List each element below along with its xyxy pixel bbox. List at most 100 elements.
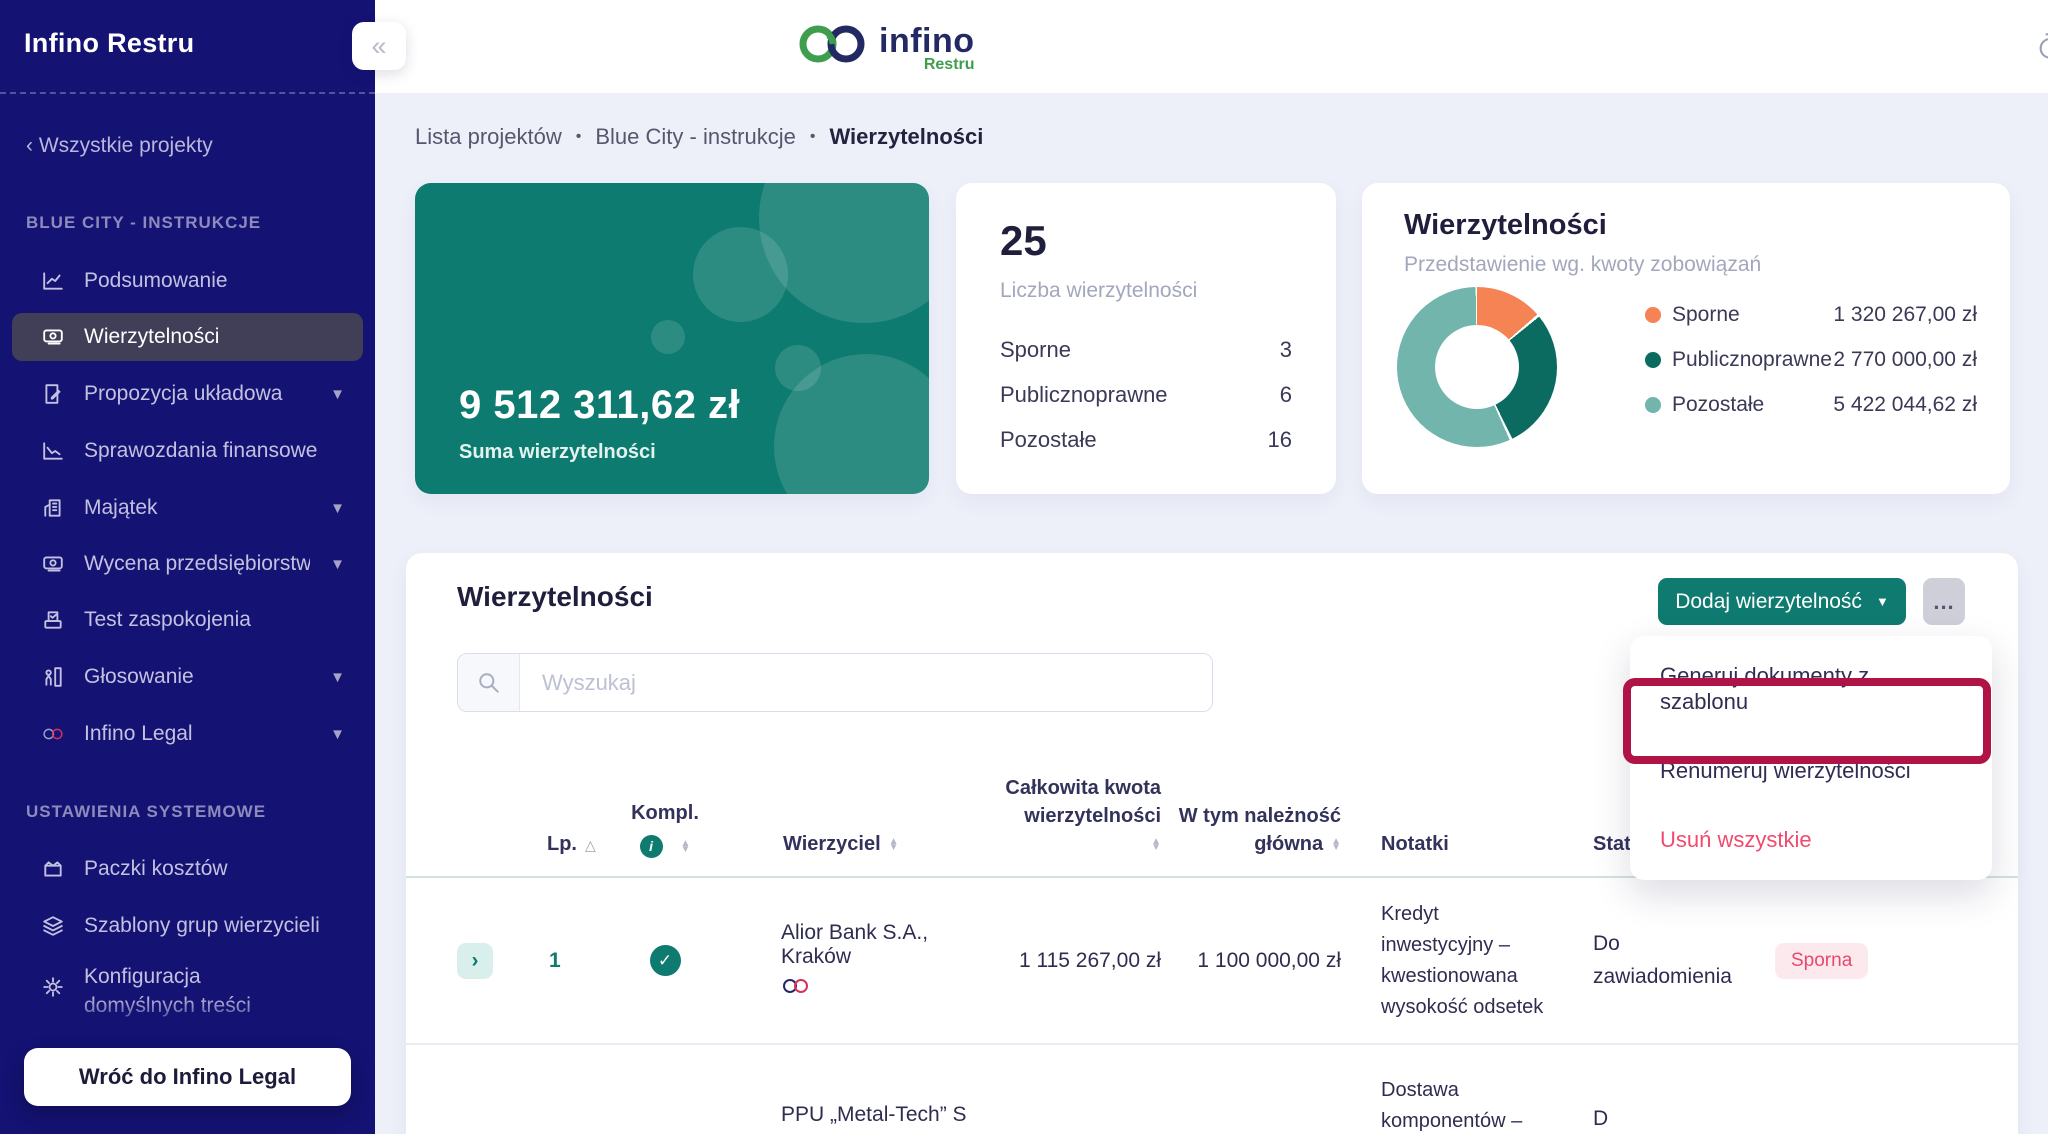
chevron-down-icon: ▼ bbox=[330, 668, 345, 686]
count-row-publicznoprawne: Publicznoprawne 6 bbox=[1000, 381, 1292, 407]
sidebar-item-szablony-grup[interactable]: Szablony grup wierzycieli bbox=[12, 902, 363, 950]
count-row-sporne: Sporne 3 bbox=[1000, 336, 1292, 362]
col-kompl[interactable]: Kompl. i ▲ ▼ bbox=[609, 799, 721, 858]
chart-down-icon bbox=[42, 440, 64, 462]
sidebar-item-test-zaspokojenia[interactable]: Test zaspokojenia bbox=[12, 596, 363, 644]
legend-dot bbox=[1645, 307, 1661, 323]
sidebar-item-sprawozdania-finansowe[interactable]: Sprawozdania finansowe bbox=[12, 427, 363, 475]
menu-item-generuj-dokumenty[interactable]: Generuj dokumenty z szablonu bbox=[1660, 663, 1870, 714]
table-row: › 1 ✓ Alior Bank S.A., Kraków 1 115 267,… bbox=[406, 878, 2018, 1043]
menu-item-renumeruj[interactable]: Renumeruj wierzytelności bbox=[1660, 758, 1911, 783]
sum-label: Suma wierzytelności bbox=[459, 441, 656, 463]
layers-icon bbox=[42, 915, 64, 937]
chart-card: Wierzytelności Przedstawienie wg. kwoty … bbox=[1362, 183, 2010, 494]
app-title: Infino Restru bbox=[24, 28, 195, 58]
chart-title: Wierzytelności bbox=[1404, 209, 1607, 241]
count-card: 25 Liczba wierzytelności Sporne 3 Publicz… bbox=[956, 183, 1336, 494]
tag-badge[interactable]: Sporna bbox=[1775, 942, 1869, 979]
sort-icon: ▲ ▼ bbox=[888, 835, 899, 853]
legend-row-sporne: Sporne 1 320 267,00 zł bbox=[1645, 303, 1977, 327]
row-expand-button[interactable]: › bbox=[457, 942, 493, 979]
chart-legend: Sporne 1 320 267,00 zł Publicznoprawne 2… bbox=[1645, 303, 1977, 417]
stopwatch-icon bbox=[2039, 32, 2048, 59]
sidebar-divider bbox=[0, 92, 375, 94]
chevron-down-icon: ▼ bbox=[330, 385, 345, 403]
actions-dropdown-menu: Generuj dokumenty z szablonu Renumeruj w… bbox=[1630, 636, 1992, 880]
search-bar bbox=[457, 653, 1213, 712]
sum-card: 9 512 311,62 zł Suma wierzytelności bbox=[415, 183, 929, 494]
sidebar-item-konfiguracja[interactable]: Konfiguracja domyślnych treści bbox=[12, 958, 312, 1022]
complete-check-icon: ✓ bbox=[649, 945, 681, 976]
breadcrumb: Lista projektów • Blue City - instrukcje… bbox=[415, 124, 983, 150]
gear-icon bbox=[42, 976, 64, 998]
add-receivable-button[interactable]: Dodaj wierzytelność ▼ bbox=[1658, 578, 1906, 625]
row-status: Do zawiadomienia bbox=[1593, 931, 1732, 988]
row-creditor[interactable]: PPU „Metal-Tech” S bbox=[781, 1103, 967, 1126]
sidebar-item-podsumowanie[interactable]: Podsumowanie bbox=[12, 257, 363, 305]
sidebar-collapse-button[interactable]: « bbox=[352, 22, 406, 70]
count-row-pozostale: Pozostałe 16 bbox=[1000, 426, 1292, 452]
col-naleznosc-glowna[interactable]: W tym należność główna ▲ ▼ bbox=[1178, 805, 1341, 855]
sidebar-item-paczki-kosztow[interactable]: Paczki kosztów bbox=[12, 845, 363, 893]
breadcrumb-current: Wierzytelności bbox=[829, 124, 984, 149]
sort-icon: ▲ ▼ bbox=[1151, 835, 1161, 853]
chevron-down-icon: ▼ bbox=[330, 725, 345, 743]
row-creditor[interactable]: Alior Bank S.A., Kraków bbox=[721, 921, 971, 1001]
search-icon bbox=[458, 654, 520, 711]
money-icon bbox=[42, 553, 64, 575]
breadcrumb-separator: • bbox=[575, 128, 582, 145]
count-label: Liczba wierzytelności bbox=[1000, 279, 1198, 302]
work-timer[interactable]: 00:00:00 bbox=[2037, 31, 2048, 60]
chevron-down-icon: ▼ bbox=[330, 499, 345, 517]
back-to-infino-legal-button[interactable]: Wróć do Infino Legal bbox=[24, 1048, 351, 1106]
row-principal: 1 100 000,00 zł bbox=[1197, 948, 1341, 972]
row-lp: 1 bbox=[549, 948, 561, 972]
decor-bubble bbox=[651, 319, 686, 354]
sidebar-item-majatek[interactable]: Majątek ▼ bbox=[12, 484, 363, 532]
project-section-label: BLUE CITY - INSTRUKCJE bbox=[26, 213, 262, 232]
infino-legal-link-icon[interactable] bbox=[781, 977, 971, 1001]
back-to-projects-link[interactable]: ‹ Wszystkie projekty bbox=[26, 134, 213, 157]
legend-dot bbox=[1645, 397, 1661, 413]
chart-line-icon bbox=[42, 270, 64, 292]
chevron-down-icon: ▼ bbox=[330, 555, 345, 573]
logo-subtext: Restru bbox=[923, 56, 975, 73]
breadcrumb-project[interactable]: Blue City - instrukcje bbox=[595, 124, 796, 149]
sum-amount: 9 512 311,62 zł bbox=[459, 383, 741, 427]
sidebar-item-infino-legal[interactable]: Infino Legal ▼ bbox=[12, 710, 363, 758]
infinity-logo-icon bbox=[799, 25, 865, 63]
topbar: infino Restru 00:00:00 + MK 3 bbox=[375, 0, 2048, 93]
table-row: PPU „Metal-Tech” S Dostawa komponentów –… bbox=[406, 1043, 2018, 1134]
legend-row-pozostale: Pozostałe 5 422 044,62 zł bbox=[1645, 393, 1977, 417]
caret-down-icon: ▼ bbox=[1875, 594, 1889, 609]
col-wierzyciel[interactable]: Wierzyciel ▲ ▼ bbox=[783, 833, 899, 855]
package-icon bbox=[42, 858, 64, 880]
search-input[interactable] bbox=[520, 654, 1212, 711]
legend-dot bbox=[1645, 352, 1661, 368]
breadcrumb-projects[interactable]: Lista projektów bbox=[415, 124, 562, 149]
sidebar-item-wierzytelnosci[interactable]: Wierzytelności bbox=[12, 313, 363, 361]
col-notatki: Notatki bbox=[1381, 833, 1449, 855]
decor-bubble bbox=[774, 344, 821, 391]
sidebar-item-propozycja-ukladowa[interactable]: Propozycja układowa ▼ bbox=[12, 370, 363, 418]
row-total: 1 115 267,00 zł bbox=[1018, 948, 1161, 972]
ballot-box-icon bbox=[42, 609, 64, 631]
sidebar: Infino Restru ‹ Wszystkie projekty BLUE … bbox=[0, 0, 375, 1134]
count-value: 25 bbox=[1000, 217, 1047, 264]
col-lp[interactable]: Lp. △ bbox=[547, 833, 596, 855]
col-calkowita-kwota[interactable]: Całkowita kwota wierzytelności ▲ ▼ bbox=[1005, 777, 1161, 853]
row-status: D bbox=[1593, 1107, 1609, 1130]
receivables-panel: Wierzytelności Dodaj wierzytelność ▼ ... … bbox=[406, 553, 2018, 1134]
row-notes: Dostawa komponentów – bbox=[1381, 1079, 1523, 1132]
legend-row-publicznoprawne: Publicznoprawne 2 770 000,00 zł bbox=[1645, 348, 1977, 372]
menu-item-usun-wszystkie[interactable]: Usuń wszystkie bbox=[1660, 827, 1812, 852]
donut-chart bbox=[1397, 287, 1557, 447]
info-icon[interactable]: i bbox=[639, 835, 663, 858]
more-actions-button[interactable]: ... bbox=[1923, 578, 1965, 625]
vote-icon bbox=[42, 666, 64, 688]
sort-icon: ▲ ▼ bbox=[680, 837, 691, 855]
infinity-icon bbox=[42, 723, 64, 745]
sidebar-item-wycena-przedsiebiorstwa[interactable]: Wycena przedsiębiorstwa ▼ bbox=[12, 540, 363, 588]
building-icon bbox=[42, 497, 64, 519]
sidebar-item-glosowanie[interactable]: Głosowanie ▼ bbox=[12, 653, 363, 701]
